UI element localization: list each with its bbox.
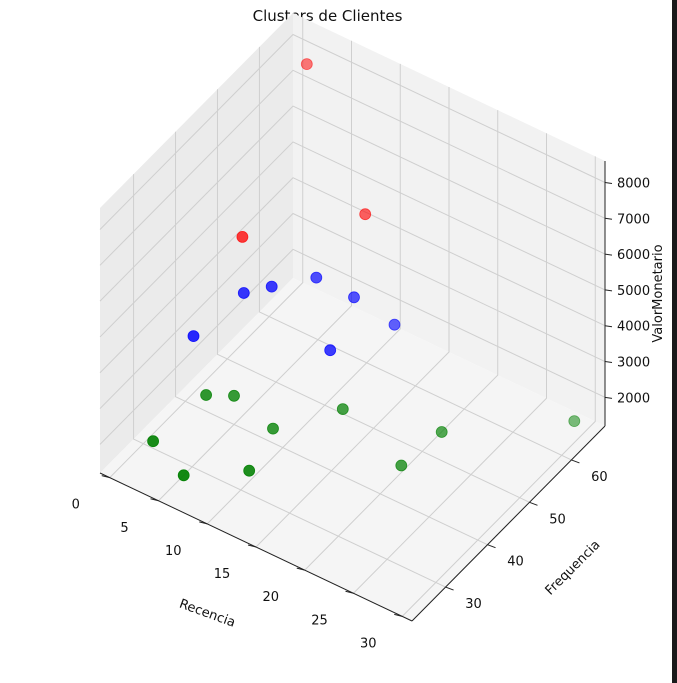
y-grid-line [133,174,446,588]
data-point [348,291,360,304]
data-point [300,58,313,70]
data-point [200,389,213,401]
z-tick-label: 4000 [617,320,650,335]
x-tick-label: 10 [165,544,182,559]
x-tick [247,544,257,548]
z-grid-line [99,177,606,374]
x-grid-line [401,156,596,617]
data-point [324,344,337,357]
x-tick-label: 30 [360,636,377,651]
y-grid-line [216,89,530,503]
x-tick [101,475,110,479]
data-point [237,287,250,299]
x-tick-label: 5 [120,521,128,536]
data-point [236,230,249,243]
x-grid-line [304,110,499,571]
y-tick [445,586,454,591]
z-grid-line [99,212,606,409]
data-point [147,435,160,448]
data-point [265,280,278,293]
data-point [359,208,372,221]
left-pane [100,13,293,473]
z-tick [604,396,613,399]
data-point [435,426,448,438]
x-tick-label: 15 [214,567,231,582]
x-axis-label: Recencia [177,597,237,631]
z-axis-label: ValorMonetario [651,244,666,342]
z-grid-line [99,69,606,266]
z-grid-line [99,248,606,445]
data-point [395,459,408,472]
y-axis-line [411,425,606,622]
data-point [310,271,323,284]
x-tick [150,498,159,502]
y-tick [487,544,496,549]
x-tick [199,521,208,525]
z-tick [604,181,613,184]
z-tick [604,325,613,328]
y-grid-line [258,46,572,461]
x-grid-line [206,63,401,525]
tick-labels: 0 5 10 15 20 25 30 30 40 50 60 2000 3000 4000 5000 6000… [72,176,650,651]
z-tick [604,289,613,292]
z-tick [604,217,613,220]
x-grid-line [158,40,352,502]
window-edge [672,0,677,683]
x-tick [394,613,403,617]
x-tick [296,567,305,571]
x-tick-label: 0 [72,498,80,513]
y-axis-label: Frequencia [543,538,604,599]
z-grid-line [99,141,606,338]
x-grid-line [109,17,304,478]
data-point [177,469,190,482]
x-tick [345,590,354,594]
z-tick-label: 3000 [617,356,650,371]
tick-marks [101,181,613,617]
data-point [267,422,279,435]
data-point [388,318,401,331]
data-point [228,389,240,402]
z-tick-label: 8000 [617,176,650,191]
z-tick-label: 7000 [617,212,650,227]
data-point [243,464,256,477]
y-tick-label: 30 [465,597,482,612]
x-grid-line [353,133,547,594]
z-tick-label: 5000 [617,284,650,299]
x-tick-label: 25 [311,613,328,628]
y-grid-line [175,131,488,546]
z-grid-line [99,33,606,230]
data-point [568,415,581,428]
z-grid-line [99,105,606,302]
y-tick-label: 40 [507,555,524,570]
data-point [187,330,200,343]
z-tick-label: 6000 [617,248,650,263]
y-tick [571,459,580,464]
x-tick-label: 20 [262,590,279,605]
z-tick [604,361,613,364]
z-tick [604,253,613,256]
y-tick [529,501,538,506]
data-points [147,58,581,482]
z-tick-label: 2000 [617,391,650,406]
grid-lines [99,17,606,617]
data-point [336,403,349,416]
x-grid-line [255,87,450,548]
y-tick-label: 50 [549,512,566,527]
y-tick-label: 60 [591,470,608,485]
